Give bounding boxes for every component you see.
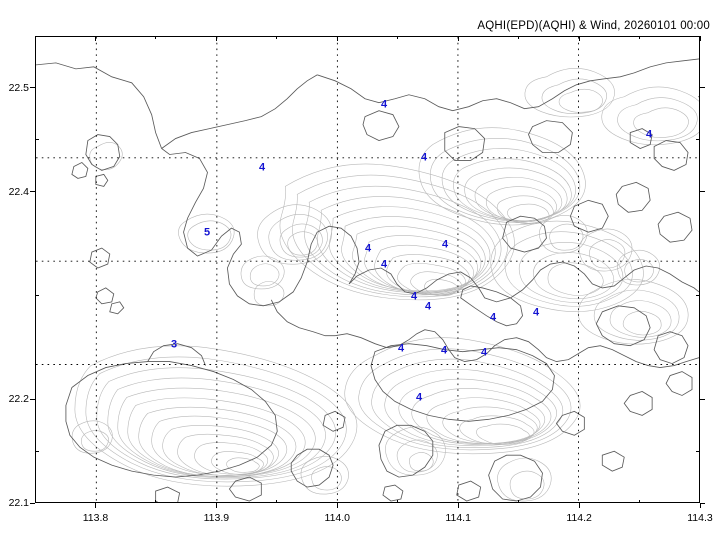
axis-tick [639,500,641,503]
gridlines [36,37,699,502]
aqhi-station-value: 4 [440,344,448,357]
chart-title: AQHI(EPD)(AQHI) & Wind, 20260101 00:00 [477,20,710,32]
y-axis-tick-label: 22.2 [8,393,29,406]
axis-tick [457,36,459,41]
axis-tick [94,503,96,508]
axis-tick [397,36,399,39]
axis-tick [578,36,580,41]
y-axis-tick-label: 22.4 [8,185,29,198]
x-axis-tick-label: 114.3 [687,512,713,524]
aqhi-station-value: 4 [441,238,449,251]
x-axis-tick-label: 113.8 [82,512,109,524]
map-graphics [36,37,699,502]
aqhi-station-value: 4 [380,258,388,271]
axis-tick [700,502,705,504]
aqhi-station-value: 4 [532,306,540,319]
aqhi-station-value: 4 [415,391,423,404]
axis-tick [94,36,96,41]
axis-tick [215,503,217,508]
terrain-contours [71,68,699,502]
aqhi-station-value: 4 [380,98,388,111]
axis-tick [696,294,700,296]
axis-tick [639,36,641,39]
axis-tick [336,503,338,508]
aqhi-station-value: 4 [489,311,497,324]
axis-tick [700,398,705,400]
aqhi-station-value: 5 [203,226,211,239]
axis-tick [35,139,39,141]
aqhi-station-value: 4 [410,290,418,303]
axis-tick [35,294,39,296]
axis-tick [276,36,278,39]
x-axis-tick-label: 114.0 [324,512,351,524]
axis-tick [30,398,35,400]
x-axis-tick-label: 114.1 [445,512,471,524]
axis-tick [700,87,705,89]
axis-tick [276,500,278,503]
aqhi-station-value: 4 [364,242,372,255]
axis-tick [696,450,700,452]
y-axis-tick-label: 22.5 [8,81,29,94]
axis-tick [699,36,701,41]
axis-tick [35,450,39,452]
x-axis-tick-label: 114.2 [566,512,592,524]
aqhi-station-value: 3 [170,338,178,351]
aqhi-station-value: 4 [424,300,432,313]
aqhi-station-value: 4 [645,128,653,141]
axis-tick [30,502,35,504]
axis-tick [30,87,35,89]
axis-tick [700,191,705,193]
axis-tick [696,139,700,141]
axis-tick [336,36,338,41]
axis-tick [699,503,701,508]
axis-tick [518,500,520,503]
x-axis-tick-label: 113.9 [203,512,230,524]
y-axis-tick-label: 22.1 [8,497,29,509]
axis-tick [155,500,157,503]
axis-tick [518,36,520,39]
axis-tick [457,503,459,508]
aqhi-station-value: 4 [480,346,488,359]
aqhi-station-value: 4 [420,151,428,164]
aqhi-station-value: 4 [258,161,266,174]
axis-tick [397,500,399,503]
axis-tick [30,191,35,193]
coastlines [36,58,699,502]
axis-tick [215,36,217,41]
axis-tick [155,36,157,39]
axis-tick [578,503,580,508]
aqhi-station-value: 4 [397,342,405,355]
